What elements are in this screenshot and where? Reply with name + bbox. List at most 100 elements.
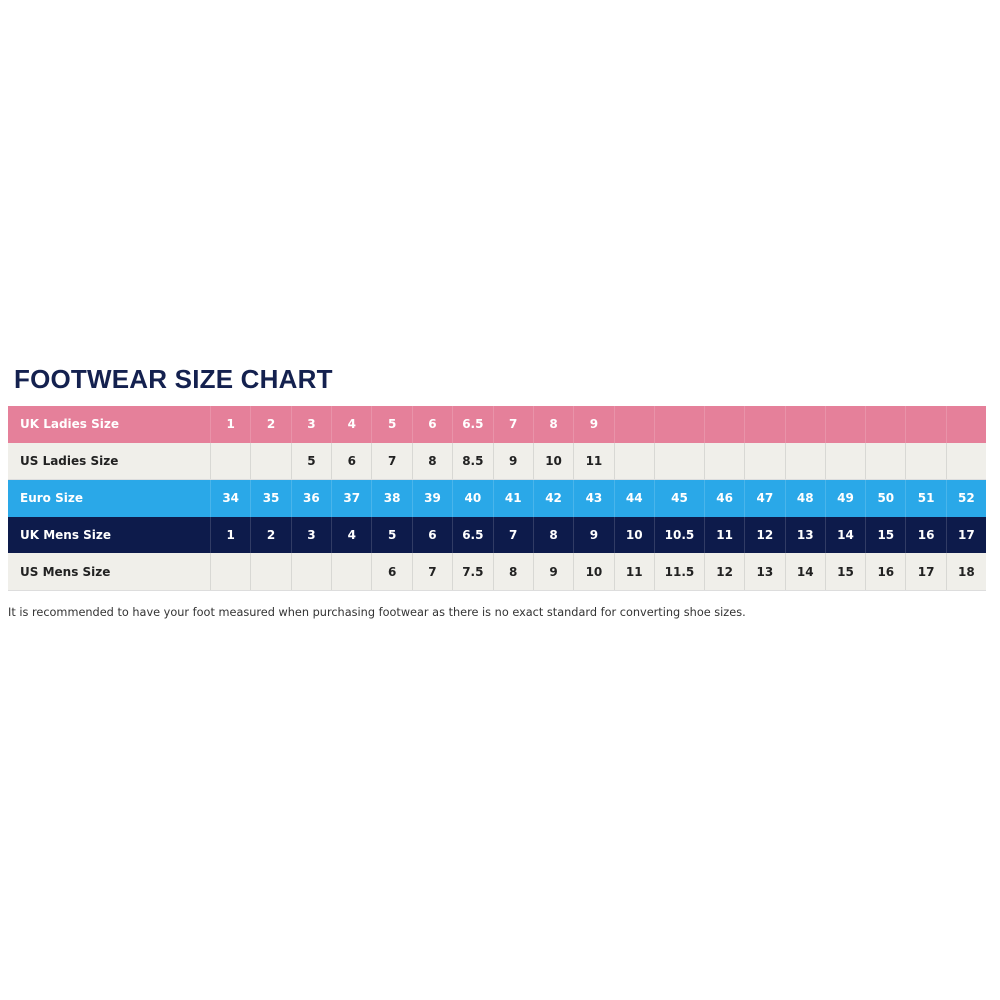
size-cell: 16 (865, 553, 905, 590)
row-label: UK Mens Size (20, 528, 112, 543)
size-cell: 11 (703, 516, 744, 554)
table-row: US Mens Size 6 7 7.5 8 9 10 11 11.5 12 13 14 15 16 17 1… (8, 553, 986, 591)
size-cell: 15 (824, 553, 865, 590)
size-cell: 17 (905, 553, 945, 590)
size-cell: 10 (613, 516, 654, 554)
table-row: US Ladies Size 5 6 7 8 8.5 9 10 11 (8, 442, 986, 481)
size-cell: 9 (573, 516, 613, 554)
size-cell: 13 (784, 516, 825, 554)
size-cell (250, 442, 290, 480)
size-cell: 8.5 (452, 442, 492, 480)
size-cell (613, 442, 654, 480)
size-cell: 51 (905, 480, 945, 517)
row-label: US Mens Size (20, 564, 111, 579)
size-cell: 50 (865, 480, 905, 517)
size-cell: 8 (411, 442, 452, 480)
size-cell: 6 (331, 442, 371, 480)
size-cell (613, 406, 654, 443)
size-cell: 5 (290, 442, 331, 480)
size-cell: 2 (250, 516, 290, 554)
size-cell (250, 553, 290, 590)
size-cell: 8 (532, 406, 573, 443)
size-cell: 48 (784, 480, 825, 517)
size-cell: 6.5 (452, 516, 492, 554)
size-cell: 10.5 (653, 516, 704, 554)
size-cell: 37 (331, 480, 371, 517)
size-cell: 12 (703, 553, 744, 590)
size-cell: 44 (613, 480, 654, 517)
size-cell: 16 (905, 516, 945, 554)
size-cell: 4 (331, 406, 371, 443)
table-row: UK Mens Size 1 2 3 4 5 6 6.5 7 8 9 10 10.5 11 12 13 14 15… (8, 516, 986, 554)
size-cell: 1 (210, 406, 250, 443)
size-cell: 34 (210, 480, 250, 517)
size-cell: 35 (250, 480, 290, 517)
size-cell: 14 (784, 553, 825, 590)
size-cell (703, 406, 744, 443)
size-chart-table: UK Ladies Size 1 2 3 4 5 6 6.5 7 8 9 US Ladies Size… (8, 406, 986, 591)
size-cell: 7.5 (452, 553, 492, 590)
size-cell: 11.5 (653, 553, 704, 590)
size-cell: 5 (371, 516, 411, 554)
row-label: Euro Size (20, 491, 83, 506)
size-cell (784, 442, 825, 480)
size-cell: 45 (653, 480, 704, 517)
size-cell (865, 406, 905, 443)
size-cell: 47 (744, 480, 784, 517)
size-cell (210, 553, 250, 590)
size-cell: 8 (532, 516, 573, 554)
table-row: UK Ladies Size 1 2 3 4 5 6 6.5 7 8 9 (8, 406, 986, 443)
size-cell (824, 406, 865, 443)
size-cell: 36 (290, 480, 331, 517)
size-cell: 6 (371, 553, 411, 590)
size-cell: 14 (824, 516, 865, 554)
size-cell (905, 442, 945, 480)
size-cell: 52 (945, 480, 986, 517)
size-cell: 7 (492, 516, 533, 554)
size-cell: 7 (411, 553, 452, 590)
size-cell: 11 (613, 553, 654, 590)
size-cell: 9 (573, 406, 613, 443)
size-cell: 3 (290, 516, 331, 554)
size-cell (905, 406, 945, 443)
size-cell (865, 442, 905, 480)
disclaimer-note: It is recommended to have your foot meas… (8, 606, 746, 619)
size-cell: 17 (945, 516, 986, 554)
size-cell: 1 (210, 516, 250, 554)
size-cell: 11 (573, 442, 613, 480)
size-cell: 12 (744, 516, 784, 554)
size-cell (331, 553, 371, 590)
size-cell: 3 (290, 406, 331, 443)
size-cell: 40 (452, 480, 492, 517)
size-cell: 6 (411, 516, 452, 554)
size-cell: 38 (371, 480, 411, 517)
size-cell: 4 (331, 516, 371, 554)
size-cell (945, 442, 986, 480)
size-cell: 10 (573, 553, 613, 590)
size-cell: 7 (371, 442, 411, 480)
size-cell (744, 442, 784, 480)
size-cell: 13 (744, 553, 784, 590)
size-cell: 15 (865, 516, 905, 554)
row-label: US Ladies Size (20, 453, 119, 468)
size-cell (744, 406, 784, 443)
size-cell: 6 (411, 406, 452, 443)
size-cell: 7 (492, 406, 533, 443)
size-cell: 9 (532, 553, 573, 590)
size-cell (945, 406, 986, 443)
size-cell: 6.5 (452, 406, 492, 443)
size-cell (784, 406, 825, 443)
size-cell: 46 (703, 480, 744, 517)
size-cell: 5 (371, 406, 411, 443)
size-cell: 9 (492, 442, 533, 480)
size-cell: 41 (492, 480, 533, 517)
size-cell (653, 442, 704, 480)
size-cell: 49 (824, 480, 865, 517)
size-cell: 18 (945, 553, 986, 590)
size-cell (703, 442, 744, 480)
size-cell: 43 (573, 480, 613, 517)
table-row: Euro Size 34 35 36 37 38 39 40 41 42 43 44 45 46 47 48 4… (8, 480, 986, 517)
size-cell: 2 (250, 406, 290, 443)
size-cell (653, 406, 704, 443)
page-title: FOOTWEAR SIZE CHART (14, 364, 333, 394)
